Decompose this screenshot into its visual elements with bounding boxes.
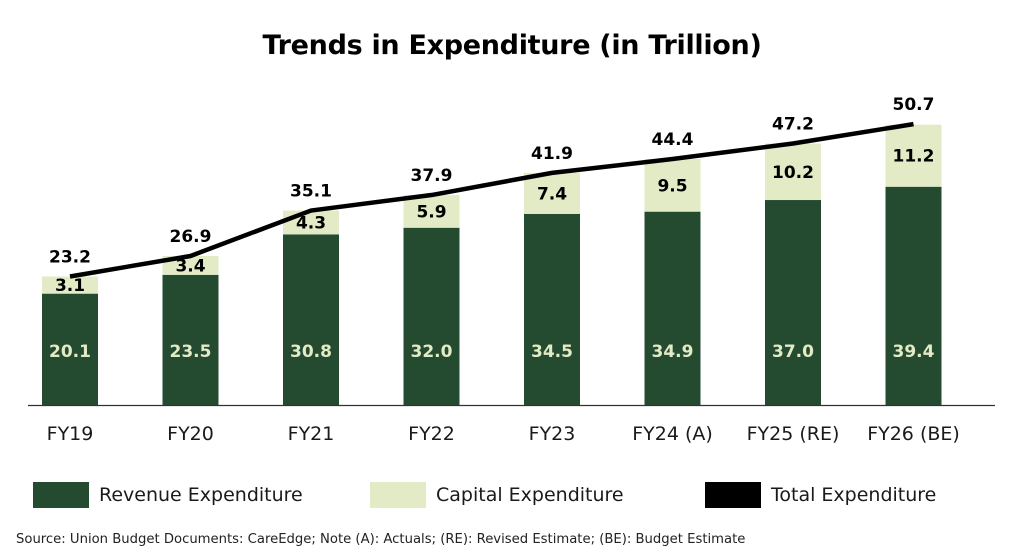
data-label-total: 44.4 — [652, 130, 694, 150]
x-tick-label: FY24 (A) — [632, 423, 713, 445]
x-tick-label: FY21 — [288, 423, 335, 445]
bar-revenue — [885, 186, 942, 405]
x-tick-label: FY23 — [529, 423, 576, 445]
legend-swatch-revenue — [33, 482, 89, 508]
bar-capital — [42, 276, 98, 294]
bar-revenue — [42, 293, 98, 405]
bar-capital — [644, 159, 701, 212]
x-tick-label: FY25 (RE) — [747, 423, 840, 445]
data-label-total: 26.9 — [170, 227, 212, 247]
bar-revenue — [162, 274, 219, 405]
data-label-capital: 7.4 — [537, 184, 567, 204]
legend-item-total: Total Expenditure — [705, 482, 936, 508]
data-label-capital: 3.4 — [175, 256, 205, 276]
x-tick-label: FY20 — [167, 423, 214, 445]
x-tick-label: FY22 — [408, 423, 455, 445]
data-label-revenue: 30.8 — [290, 342, 332, 362]
x-tick-label: FY19 — [47, 423, 94, 445]
data-label-capital: 4.3 — [296, 213, 326, 233]
data-label-total: 23.2 — [49, 247, 91, 267]
legend-item-capital: Capital Expenditure — [370, 482, 624, 508]
bar-revenue — [524, 213, 580, 405]
bar-capital — [403, 195, 460, 228]
bar-revenue — [403, 227, 460, 405]
data-label-capital: 9.5 — [657, 176, 687, 196]
bar-revenue — [644, 211, 701, 405]
chart-title: Trends in Expenditure (in Trillion) — [262, 30, 762, 61]
bar-revenue — [765, 200, 821, 405]
data-label-revenue: 23.5 — [170, 342, 212, 362]
line-total-expenditure — [69, 121, 914, 279]
data-label-revenue: 39.4 — [893, 342, 935, 362]
chart-plot: 20.1 3.1 FY19 23.5 3.4 FY20 30.8 4.3 FY21 32.0 5.9… — [28, 95, 995, 445]
data-label-capital: 5.9 — [416, 202, 446, 222]
data-label-revenue: 34.9 — [652, 342, 694, 362]
data-label-total: 47.2 — [772, 115, 814, 135]
legend-label-revenue: Revenue Expenditure — [99, 484, 303, 506]
data-label-revenue: 34.5 — [531, 342, 573, 362]
bar-capital — [162, 255, 219, 275]
bar-capital — [524, 172, 580, 214]
data-label-total: 41.9 — [531, 144, 573, 164]
data-label-capital: 3.1 — [55, 276, 85, 296]
data-label-revenue: 37.0 — [772, 342, 814, 362]
data-label-revenue: 32.0 — [411, 342, 453, 362]
bar-revenue — [283, 234, 339, 405]
legend-swatch-capital — [370, 482, 426, 508]
data-label-total: 50.7 — [893, 95, 935, 115]
chart-legend: Revenue Expenditure Capital Expenditure … — [0, 482, 1024, 512]
legend-swatch-total — [705, 482, 761, 508]
data-label-capital: 11.2 — [893, 147, 935, 167]
data-label-revenue: 20.1 — [49, 342, 91, 362]
x-tick-label: FY26 (BE) — [867, 423, 960, 445]
bar-capital — [885, 124, 942, 187]
bar-capital — [765, 143, 821, 201]
legend-label-total: Total Expenditure — [771, 484, 937, 506]
source-note: Source: Union Budget Documents: CareEdge… — [16, 532, 746, 547]
data-label-capital: 10.2 — [772, 163, 814, 183]
data-label-total: 35.1 — [290, 182, 332, 202]
legend-item-revenue: Revenue Expenditure — [33, 482, 303, 508]
data-label-total: 37.9 — [411, 166, 453, 186]
legend-label-capital: Capital Expenditure — [436, 484, 624, 506]
